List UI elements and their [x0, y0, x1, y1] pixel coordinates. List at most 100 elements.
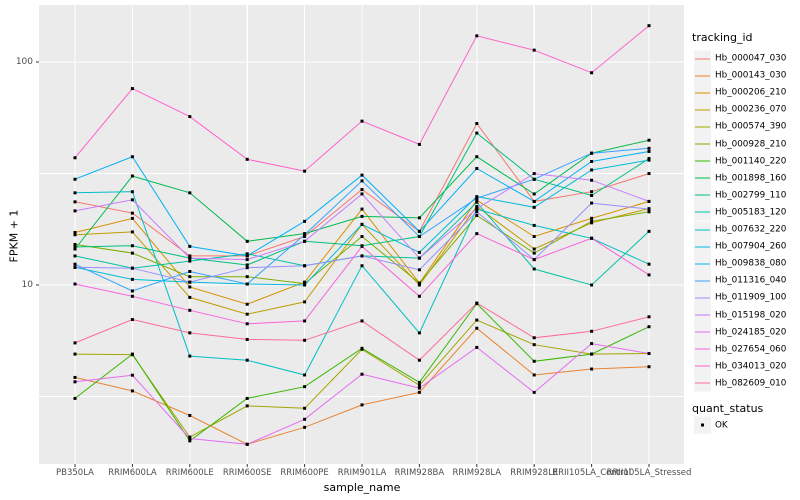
legend-label: Hb_009838_080 — [715, 258, 787, 269]
data-point — [647, 262, 651, 266]
legend-label: Hb_015198_020 — [715, 310, 787, 320]
data-point — [475, 326, 479, 330]
data-point — [590, 367, 594, 371]
data-point — [360, 188, 364, 192]
data-point — [647, 273, 651, 277]
data-point — [303, 233, 307, 237]
data-point — [590, 159, 594, 163]
legend-item-Hb_001140_220: Hb_001140_220 — [694, 152, 787, 170]
data-point — [360, 244, 364, 248]
data-point — [73, 209, 77, 213]
legend-item-Hb_002799_110: Hb_002799_110 — [694, 186, 786, 204]
data-point — [245, 266, 249, 270]
legend-item-Hb_027654_060: Hb_027654_060 — [694, 340, 787, 358]
data-point — [647, 146, 651, 150]
legend-keyline-icon — [695, 92, 710, 94]
legend-label: Hb_001140_220 — [715, 156, 787, 167]
ok-square-marker-icon — [701, 423, 704, 427]
data-point — [360, 214, 364, 218]
x-tick-label-RRII105LA_Stressed: RRII105LA_Stressed — [606, 468, 692, 478]
legend-key-Hb_011316_040 — [694, 272, 711, 290]
data-point — [73, 380, 77, 384]
data-point — [303, 385, 307, 389]
data-point — [360, 222, 364, 226]
legend-item-Hb_000206_210: Hb_000206_210 — [694, 84, 786, 102]
y-tick-label-100: 100 — [15, 57, 33, 67]
data-point — [130, 277, 134, 281]
data-point — [130, 318, 134, 322]
data-point — [532, 205, 536, 209]
data-point — [73, 282, 77, 286]
data-point — [532, 336, 536, 340]
data-point — [647, 229, 651, 233]
data-point — [475, 198, 479, 202]
legend-key-Hb_000928_210 — [694, 135, 711, 153]
data-point — [73, 242, 77, 246]
data-point — [590, 352, 594, 356]
x-tick-label-RRIM928LE: RRIM928LE — [510, 468, 559, 478]
legend-keyline-icon — [695, 331, 710, 333]
data-point — [188, 331, 192, 335]
data-point — [245, 337, 249, 341]
data-point — [130, 155, 134, 159]
data-point — [360, 207, 364, 211]
legend-key-Hb_082609_010 — [694, 374, 711, 392]
data-point — [475, 34, 479, 38]
legend-key-Hb_027654_060 — [694, 340, 711, 358]
data-point — [130, 389, 134, 393]
x-axis-title: sample_name — [323, 481, 401, 494]
data-point — [360, 179, 364, 183]
data-point — [245, 275, 249, 279]
data-point — [647, 199, 651, 203]
legend-label: Hb_027654_060 — [715, 344, 787, 355]
data-point — [188, 244, 192, 248]
data-point — [245, 396, 249, 400]
legend-keyline-icon — [695, 194, 710, 196]
legend-keyline-icon — [695, 382, 710, 384]
data-point — [303, 300, 307, 304]
legend-keyline-icon — [695, 126, 710, 128]
data-point — [188, 436, 192, 440]
data-point — [73, 396, 77, 400]
data-point — [590, 236, 594, 240]
x-tick-label-RRIM600SE: RRIM600SE — [222, 468, 272, 478]
legend-title-tracking-id: tracking_id — [692, 31, 753, 44]
data-point — [73, 247, 77, 251]
data-point — [360, 235, 364, 239]
legend-item-Hb_005183_120: Hb_005183_120 — [694, 203, 786, 221]
data-point — [590, 178, 594, 182]
legend-title-quant-status: quant_status — [692, 402, 764, 415]
data-point — [532, 343, 536, 347]
legend-item-Hb_000047_030: Hb_000047_030 — [694, 50, 786, 67]
x-tick-label-RRIM928LA: RRIM928LA — [452, 468, 502, 478]
data-point — [303, 319, 307, 323]
data-point — [188, 254, 192, 258]
data-point — [647, 365, 651, 369]
legend-key-Hb_002799_110 — [694, 186, 711, 204]
data-point — [303, 239, 307, 243]
data-point — [475, 121, 479, 125]
data-point — [303, 283, 307, 287]
data-point — [647, 207, 651, 211]
data-point — [532, 223, 536, 227]
data-point — [73, 230, 77, 234]
data-point — [245, 258, 249, 262]
data-point — [303, 219, 307, 223]
legend-key-ok — [694, 416, 711, 434]
data-point — [532, 251, 536, 255]
data-point — [532, 390, 536, 394]
data-point — [417, 386, 421, 390]
legend-key-Hb_011909_100 — [694, 289, 711, 307]
data-point — [532, 247, 536, 251]
data-point — [647, 315, 651, 319]
data-point — [532, 48, 536, 52]
data-point — [245, 254, 249, 258]
legend-label: Hb_082609_010 — [715, 378, 787, 389]
data-point — [360, 119, 364, 123]
legend-key-Hb_000574_390 — [694, 118, 711, 136]
legend-label: Hb_024185_020 — [715, 327, 787, 338]
data-point — [532, 267, 536, 271]
x-tick-label-RRIM928BA: RRIM928BA — [394, 468, 445, 478]
legend-label: Hb_011909_100 — [715, 292, 787, 303]
